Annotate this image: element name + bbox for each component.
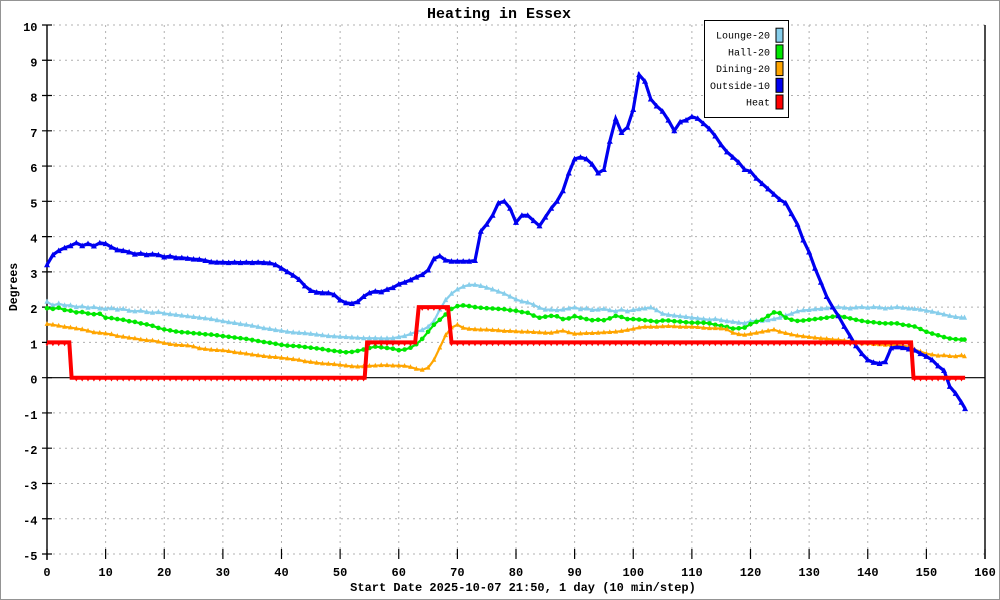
svg-text:2: 2 — [30, 303, 37, 317]
svg-text:-2: -2 — [23, 444, 37, 458]
svg-text:80: 80 — [509, 566, 523, 580]
svg-text:0: 0 — [43, 566, 50, 580]
svg-text:110: 110 — [681, 566, 703, 580]
svg-text:9: 9 — [30, 56, 37, 70]
svg-text:Heat: Heat — [746, 99, 770, 110]
svg-text:-5: -5 — [23, 550, 37, 564]
svg-text:20: 20 — [157, 566, 171, 580]
svg-text:1: 1 — [30, 338, 37, 352]
svg-text:Hall-20: Hall-20 — [728, 47, 770, 59]
svg-text:50: 50 — [333, 566, 347, 580]
svg-text:Outside-10: Outside-10 — [710, 81, 770, 93]
svg-text:-1: -1 — [23, 409, 37, 423]
svg-text:10: 10 — [98, 566, 112, 580]
svg-text:8: 8 — [30, 92, 37, 106]
svg-text:100: 100 — [622, 566, 644, 580]
svg-text:60: 60 — [392, 566, 406, 580]
svg-text:10: 10 — [23, 21, 37, 35]
svg-text:90: 90 — [567, 566, 581, 580]
svg-text:40: 40 — [274, 566, 288, 580]
svg-text:Dining-20: Dining-20 — [716, 64, 770, 76]
svg-text:130: 130 — [798, 566, 820, 580]
svg-text:5: 5 — [30, 197, 37, 211]
svg-text:120: 120 — [740, 566, 762, 580]
svg-text:7: 7 — [30, 127, 37, 141]
svg-text:70: 70 — [450, 566, 464, 580]
svg-text:4: 4 — [30, 233, 37, 247]
svg-text:160: 160 — [974, 566, 996, 580]
svg-text:-3: -3 — [23, 480, 37, 494]
svg-text:Start Date 2025-10-07 21:50, 1: Start Date 2025-10-07 21:50, 1 day (10 m… — [350, 581, 696, 595]
svg-text:Lounge-20: Lounge-20 — [716, 32, 770, 43]
svg-text:0: 0 — [30, 374, 37, 388]
svg-text:3: 3 — [30, 268, 37, 282]
svg-text:Heating in Essex: Heating in Essex — [427, 6, 571, 23]
svg-text:-4: -4 — [23, 515, 37, 529]
svg-text:140: 140 — [857, 566, 879, 580]
svg-text:30: 30 — [216, 566, 230, 580]
svg-text:Degrees: Degrees — [8, 263, 21, 311]
svg-text:150: 150 — [916, 566, 938, 580]
svg-text:6: 6 — [30, 162, 37, 176]
